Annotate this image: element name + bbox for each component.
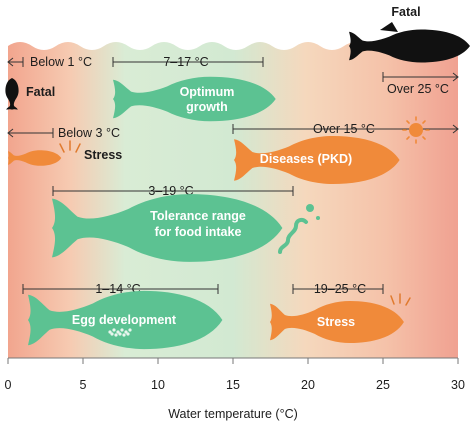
fatal-hot-fish-fin — [380, 22, 398, 32]
optimum-label-line2: growth — [186, 100, 228, 114]
range-line — [7, 57, 24, 67]
range-label: 19–25 °C — [314, 282, 366, 296]
stress-lines-icon — [59, 140, 81, 153]
stress-warm-fish: Stress — [270, 293, 411, 343]
x-tick-label: 5 — [80, 378, 87, 392]
tolerance-fish: Tolerance range for food intake — [52, 194, 320, 262]
stress-warm-label: Stress — [317, 315, 355, 329]
optimum-growth-fish: Optimum growth — [113, 76, 276, 122]
fatal-hot-label: Fatal — [391, 5, 420, 19]
egg-development-fish: Egg development — [28, 290, 223, 350]
range-label: Below 3 °C — [58, 126, 120, 140]
range-line — [292, 284, 384, 294]
diseases-label: Diseases (PKD) — [260, 152, 352, 166]
x-tick-label: 0 — [5, 378, 12, 392]
fatal-cold-fish: Fatal — [5, 78, 55, 110]
x-tick-label: 10 — [151, 378, 165, 392]
range-line — [52, 186, 294, 196]
egg-label: Egg development — [72, 313, 177, 327]
x-tick-label: 25 — [376, 378, 390, 392]
optimum-label-line1: Optimum — [180, 85, 235, 99]
range-over-25: Over 25 °C — [382, 72, 459, 96]
x-axis-label: Water temperature (°C) — [168, 407, 298, 421]
range-line — [112, 57, 264, 67]
range-line — [22, 284, 219, 294]
range-brackets: Below 1 °C 7–17 °C Over 25 °C Below 3 °C Ove… — [7, 55, 459, 296]
stress-lines-icon — [390, 293, 411, 306]
sun-icon — [402, 116, 430, 144]
fatal-hot-fish: Fatal — [349, 5, 470, 63]
range-label: Over 15 °C — [313, 122, 375, 136]
range-optimum: 7–17 °C — [112, 55, 264, 69]
range-over-15: Over 15 °C — [232, 122, 459, 136]
fatal-cold-label: Fatal — [26, 85, 55, 99]
range-stress-warm: 19–25 °C — [292, 282, 384, 296]
range-line — [382, 72, 459, 82]
egg-cluster-icon — [108, 328, 132, 337]
range-line — [7, 128, 54, 138]
x-axis: 0 5 10 15 20 25 30 Water temperature (°C) — [5, 357, 465, 421]
range-label: Over 25 °C — [387, 82, 449, 96]
x-tick-label: 20 — [301, 378, 315, 392]
range-label: Below 1 °C — [30, 55, 92, 69]
tolerance-label-line2: for food intake — [155, 225, 242, 239]
x-tick-label: 30 — [451, 378, 465, 392]
pathogen-icon — [278, 204, 320, 254]
range-below-3: Below 3 °C — [7, 126, 120, 140]
stress-cold-label: Stress — [84, 148, 122, 162]
diseases-fish: Diseases (PKD) — [233, 116, 430, 184]
range-below-1: Below 1 °C — [7, 55, 92, 69]
range-label: 7–17 °C — [163, 55, 208, 69]
x-tick-label: 15 — [226, 378, 240, 392]
stress-cold-fish: Stress — [7, 140, 122, 166]
tolerance-label-line1: Tolerance range — [150, 209, 246, 223]
x-axis-ticks: 0 5 10 15 20 25 30 — [5, 358, 465, 392]
